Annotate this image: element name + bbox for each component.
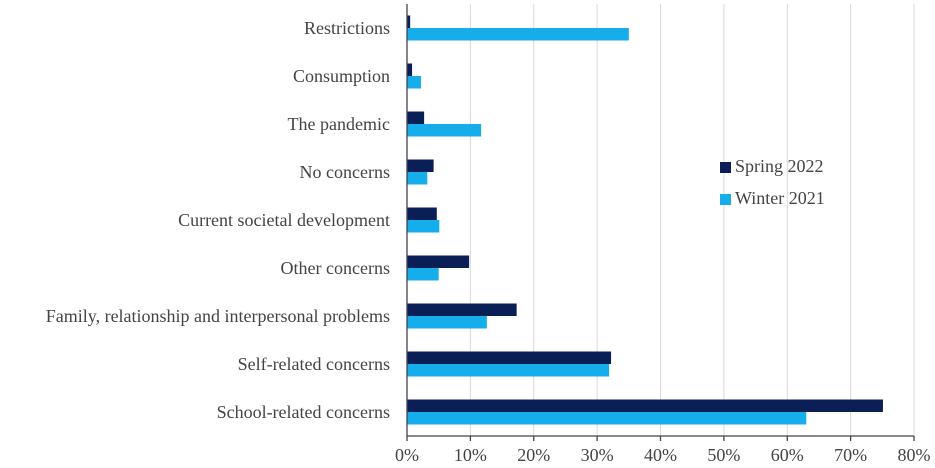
x-tick-label: 40%	[644, 445, 677, 465]
legend: Spring 2022 Winter 2021	[720, 156, 825, 208]
bar-spring-2022	[407, 399, 883, 412]
category-label: School-related concerns	[217, 402, 390, 422]
category-label: No concerns	[300, 162, 390, 182]
bar-winter-2021	[407, 124, 482, 137]
x-tick-label: 70%	[834, 445, 867, 465]
x-tick-labels: 0% 10% 20% 30% 40% 50% 60% 70% 80%	[395, 445, 931, 465]
legend-swatch	[720, 194, 731, 205]
bar-winter-2021	[407, 364, 610, 377]
bar-spring-2022	[407, 159, 434, 172]
category-label: Self-related concerns	[238, 354, 390, 374]
legend-swatch	[720, 162, 731, 173]
x-tick-label: 80%	[898, 445, 931, 465]
category-label: Restrictions	[304, 18, 390, 38]
bar-winter-2021	[407, 268, 439, 281]
legend-label: Spring 2022	[735, 156, 824, 176]
bar-winter-2021	[407, 316, 487, 329]
gridlines	[469, 4, 915, 436]
category-label: Other concerns	[281, 258, 390, 278]
bar-winter-2021	[407, 76, 421, 89]
x-tick-label: 0%	[395, 445, 419, 465]
x-tick-label: 20%	[517, 445, 550, 465]
category-label: Current societal development	[178, 210, 390, 230]
bar-spring-2022	[407, 351, 612, 364]
bars	[407, 15, 883, 425]
bar-spring-2022	[407, 63, 413, 76]
bar-winter-2021	[407, 412, 807, 425]
bar-winter-2021	[407, 172, 428, 185]
category-label: Consumption	[293, 66, 390, 86]
bar-spring-2022	[407, 255, 470, 268]
category-label: Family, relationship and interpersonal p…	[46, 306, 390, 326]
x-tick-label: 60%	[771, 445, 804, 465]
category-label: The pandemic	[288, 114, 390, 134]
category-labels: Restrictions Consumption The pandemic No co…	[46, 18, 390, 422]
axes	[406, 4, 915, 441]
legend-label: Winter 2021	[735, 188, 825, 208]
x-tick-label: 50%	[707, 445, 740, 465]
bar-winter-2021	[407, 220, 440, 233]
x-tick-label: 10%	[454, 445, 487, 465]
bar-spring-2022	[407, 207, 437, 220]
bar-spring-2022	[407, 15, 411, 28]
bar-spring-2022	[407, 303, 517, 316]
x-tick-label: 30%	[581, 445, 614, 465]
bar-winter-2021	[407, 28, 629, 41]
bar-spring-2022	[407, 111, 425, 124]
